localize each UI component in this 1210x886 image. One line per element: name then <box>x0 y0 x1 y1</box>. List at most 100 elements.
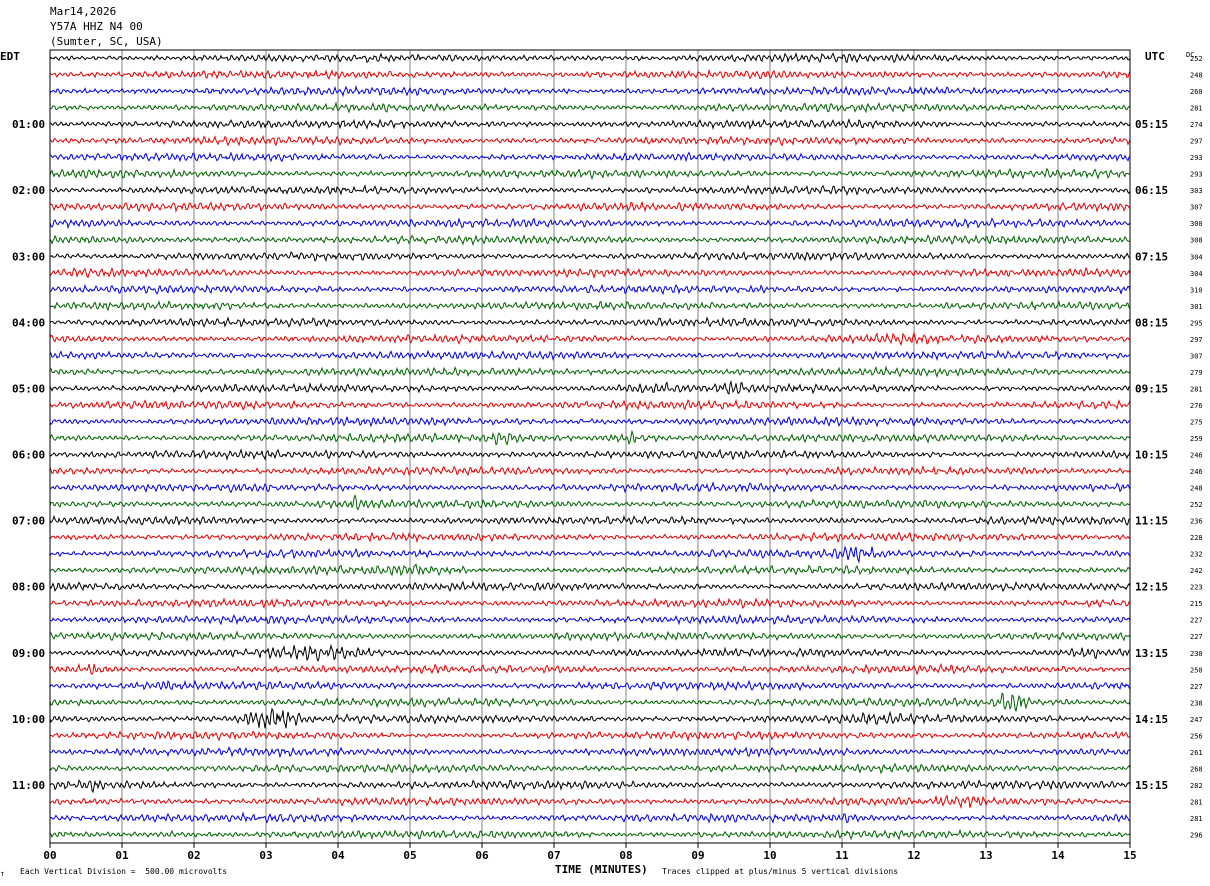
utc-hour-label: 12:15 <box>1135 581 1168 594</box>
seismic-trace <box>49 707 1131 729</box>
seismic-traces <box>49 51 1131 841</box>
dc-offset-value: 281 <box>1190 385 1203 393</box>
dc-offset-value: 308 <box>1190 237 1203 245</box>
seismic-trace <box>49 643 1131 663</box>
x-tick-label: 00 <box>43 849 56 862</box>
seismic-trace <box>49 746 1131 759</box>
dc-offset-value: 227 <box>1190 617 1203 625</box>
seismic-trace <box>49 630 1131 643</box>
seismic-trace <box>49 151 1131 163</box>
seismic-trace <box>49 84 1130 98</box>
dc-offset-value: 261 <box>1190 749 1203 757</box>
seismic-trace <box>49 563 1131 577</box>
edt-hour-label: 05:00 <box>12 382 45 395</box>
edt-hour-label: 02:00 <box>12 184 45 197</box>
dc-offset-value: 236 <box>1190 518 1203 526</box>
dc-offset-value: 227 <box>1190 633 1203 641</box>
dc-offset-value: 227 <box>1190 683 1203 691</box>
dc-offset-value: 282 <box>1190 782 1203 790</box>
seismic-trace <box>49 811 1131 824</box>
dc-offset-value: 293 <box>1190 154 1203 162</box>
utc-hour-label: 13:15 <box>1135 647 1168 660</box>
seismic-trace <box>49 828 1131 841</box>
seismic-trace <box>49 730 1131 742</box>
dc-offset-value: 230 <box>1190 650 1203 658</box>
seismic-trace <box>49 167 1131 180</box>
dc-offset-value: 242 <box>1190 567 1203 575</box>
seismic-trace <box>49 429 1131 446</box>
header-date: Mar14,2026 <box>50 5 117 18</box>
clip-note: Traces clipped at plus/minus 5 vertical … <box>662 867 899 876</box>
dc-offset-value: 215 <box>1190 600 1203 608</box>
edt-hour-label: 06:00 <box>12 449 45 462</box>
dc-offset-value: 304 <box>1190 253 1203 261</box>
x-tick-label: 07 <box>547 849 560 862</box>
utc-hour-label: 15:15 <box>1135 779 1168 792</box>
dc-offset-value: 300 <box>1190 220 1203 228</box>
x-tick-label: 04 <box>331 849 345 862</box>
seismic-trace <box>49 349 1131 362</box>
dc-offset-value: 252 <box>1190 501 1203 509</box>
dc-offset-value: 293 <box>1190 171 1203 179</box>
dc-offset-value: 259 <box>1190 435 1203 443</box>
x-tick-label: 01 <box>115 849 129 862</box>
dc-label: DC <box>1186 51 1194 59</box>
utc-hour-label: 08:15 <box>1135 316 1168 329</box>
x-tick-label: 14 <box>1051 849 1065 862</box>
x-tick-label: 15 <box>1123 849 1136 862</box>
dc-offset-value: 256 <box>1190 732 1203 740</box>
x-tick-label: 08 <box>619 849 632 862</box>
seismic-trace <box>49 692 1131 712</box>
utc-hour-label: 10:15 <box>1135 449 1168 462</box>
scale-mark: ↑ <box>0 869 5 878</box>
x-tick-label: 10 <box>763 849 776 862</box>
dc-offset-value: 260 <box>1190 88 1203 96</box>
seismic-trace <box>49 266 1131 280</box>
dc-offset-value: 246 <box>1190 468 1203 476</box>
dc-offset-value: 295 <box>1190 319 1203 327</box>
utc-hour-label: 09:15 <box>1135 382 1168 395</box>
dc-offset-value: 246 <box>1190 452 1203 460</box>
seismic-trace <box>49 184 1131 197</box>
time-gridlines <box>121 50 1059 843</box>
seismic-trace <box>49 398 1131 412</box>
dc-offset-value: 232 <box>1190 551 1203 559</box>
edt-hour-label: 01:00 <box>12 118 45 131</box>
dc-offset-value: 307 <box>1190 352 1203 360</box>
x-tick-label: 13 <box>979 849 992 862</box>
edt-hour-label: 04:00 <box>12 316 45 329</box>
header-location: (Sumter, SC, USA) <box>50 35 163 48</box>
dc-offset-value: 247 <box>1190 716 1203 724</box>
seismic-trace <box>49 580 1131 593</box>
header-station: Y57A HHZ N4 00 <box>50 20 143 33</box>
dc-offset-value: 304 <box>1190 270 1203 278</box>
x-tick-label: 02 <box>187 849 200 862</box>
utc-hour-label: 06:15 <box>1135 184 1168 197</box>
seismic-trace <box>50 101 1131 114</box>
edt-hour-label: 03:00 <box>12 250 45 263</box>
dc-offset-value: 281 <box>1190 105 1203 113</box>
seismic-trace <box>49 545 1131 564</box>
seismic-trace <box>49 217 1131 230</box>
plot-frame <box>49 49 1131 844</box>
dc-offset-value: 296 <box>1190 831 1203 839</box>
seismic-trace <box>49 613 1131 626</box>
seismic-trace <box>49 118 1131 131</box>
dc-offset-value: 297 <box>1190 336 1203 344</box>
edt-hour-label: 09:00 <box>12 647 45 660</box>
x-tick-label: 09 <box>691 849 704 862</box>
dc-offset-value: 248 <box>1190 485 1203 493</box>
seismic-trace <box>49 415 1131 428</box>
dc-offset-value: 275 <box>1190 418 1203 426</box>
seismic-trace <box>49 299 1131 312</box>
utc-hour-label: 05:15 <box>1135 118 1168 131</box>
dc-offset-value: 223 <box>1190 584 1203 592</box>
utc-label: UTC <box>1145 50 1165 63</box>
dc-offset-value: 228 <box>1190 534 1203 542</box>
utc-hour-label: 11:15 <box>1135 515 1168 528</box>
seismic-trace <box>49 514 1130 527</box>
seismic-trace <box>50 251 1131 262</box>
scale-note: Each Vertical Division = 500.00 microvol… <box>20 867 228 876</box>
seismic-trace <box>49 531 1131 544</box>
